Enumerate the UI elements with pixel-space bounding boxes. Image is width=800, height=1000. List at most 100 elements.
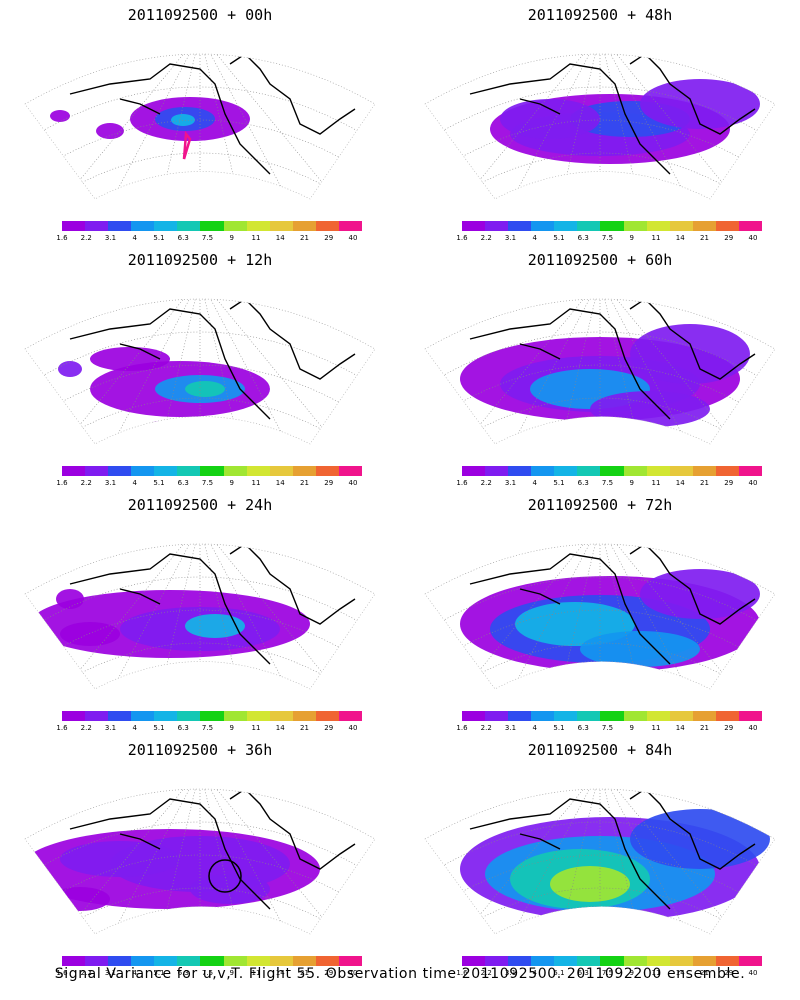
map-boundary (24, 53, 376, 200)
meridian-line (199, 299, 241, 444)
colorbar-swatch (715, 711, 739, 721)
colorbar-label: 11 (651, 234, 661, 242)
variance-contour (60, 622, 120, 646)
colorbar-labels: 1.6 2.2 3.1 4 5.1 6.3 7.5 9 11 14 21 29 40 (50, 724, 370, 734)
colorbar-label: 5.1 (553, 969, 565, 977)
colorbar-swatch (269, 711, 293, 721)
meridian-line (59, 299, 201, 444)
colorbar-swatch (292, 956, 316, 966)
colorbar-label: 14 (275, 479, 285, 487)
meridian-line (599, 299, 741, 444)
colorbar-label: 2.2 (80, 234, 92, 242)
forecast-panel: 2011092500 + 84h 1.6 2.2 3.1 4 5.1 6.3 7.5 9 11 14… (400, 735, 800, 980)
colorbar-label: 14 (675, 969, 685, 977)
colorbar-swatch (577, 956, 601, 966)
colorbar-swatch (315, 466, 339, 476)
colorbar-label: 9 (229, 724, 234, 732)
map-boundary (424, 298, 776, 445)
colorbar-swatch (692, 711, 716, 721)
colorbar-label: 7.5 (201, 479, 214, 487)
meridian-line (559, 299, 601, 444)
polar-map (24, 298, 376, 445)
meridian-line (599, 544, 691, 689)
colorbar-label: 1.6 (56, 969, 68, 977)
colorbar-label: 7.5 (601, 479, 614, 487)
latitude-line (48, 364, 352, 410)
coastline (69, 544, 356, 665)
forecast-panel: 2011092500 + 12h 1.6 2.2 3.1 4 5.1 6.3 7.5 9 11 14… (0, 245, 400, 490)
colorbar-label: 2.2 (480, 234, 492, 242)
colorbar-swatch (154, 221, 178, 231)
colorbar-swatch (85, 466, 109, 476)
colorbar-swatch (62, 466, 86, 476)
latitude-line (448, 364, 752, 410)
colorbar-swatch (646, 711, 670, 721)
colorbar-label: 4 (532, 969, 537, 977)
colorbar-swatch (62, 956, 86, 966)
variance-contour (500, 99, 600, 139)
meridian-line (599, 299, 691, 444)
colorbar-swatch (623, 711, 647, 721)
colorbar-label: 40 (348, 969, 358, 977)
colorbar-swatch (154, 711, 178, 721)
colorbar-label: 11 (651, 479, 661, 487)
colorbar-label: 11 (251, 969, 261, 977)
colorbar-label: 11 (251, 234, 261, 242)
colorbar-swatch (315, 711, 339, 721)
meridian-line (599, 54, 691, 199)
colorbar-swatch (108, 466, 132, 476)
colorbar-label: 6.3 (577, 724, 589, 732)
coastline (469, 54, 756, 175)
colorbar-label: 14 (675, 234, 685, 242)
colorbar-swatch (715, 956, 739, 966)
colorbar-labels: 1.6 2.2 3.1 4 5.1 6.3 7.5 9 11 14 21 29 40 (450, 969, 770, 979)
polar-map (24, 53, 376, 200)
meridian-line (199, 544, 341, 689)
latitude-line (460, 152, 740, 195)
colorbar-swatch (462, 466, 486, 476)
polar-map (24, 543, 376, 690)
colorbar-label: 2.2 (480, 479, 492, 487)
colorbar-swatch (554, 711, 578, 721)
figure-caption: Signal Variance for u,v,T. Flight 55. Ob… (54, 966, 746, 982)
colorbar-label: 3.1 (504, 234, 517, 242)
colorbar-swatch (177, 956, 201, 966)
latitude-line (436, 821, 764, 870)
colorbar (62, 466, 363, 476)
map-boundary (24, 788, 376, 935)
meridian-line (459, 299, 601, 444)
colorbar-labels: 1.6 2.2 3.1 4 5.1 6.3 7.5 9 11 14 21 29 40 (50, 479, 370, 489)
colorbar-label: 5.1 (553, 479, 565, 487)
latitude-line (36, 86, 364, 135)
colorbar-label: 7.5 (201, 724, 214, 732)
colorbar-swatch (269, 221, 293, 231)
meridian-line (599, 54, 741, 199)
meridian-line (199, 54, 341, 199)
colorbar-label: 29 (724, 234, 734, 242)
map-boundary (424, 788, 776, 935)
coastline (69, 54, 356, 175)
colorbar-swatch (246, 221, 270, 231)
coastline (69, 299, 356, 420)
colorbar-label: 1.6 (56, 724, 68, 732)
polar-map (424, 788, 776, 935)
meridian-line (599, 544, 741, 689)
colorbar-label: 21 (300, 234, 309, 242)
forecast-panel: 2011092500 + 24h 1.6 2.2 3.1 4 5.1 6.3 7.5 9 11 14… (0, 490, 400, 735)
colorbar-swatch (292, 711, 316, 721)
colorbar-label: 5.1 (153, 724, 165, 732)
colorbar-label: 3.1 (104, 724, 117, 732)
colorbar-label: 1.6 (56, 234, 68, 242)
colorbar-swatch (108, 221, 132, 231)
latitude-line (60, 887, 340, 930)
colorbar-swatch (692, 221, 716, 231)
colorbar-swatch (623, 221, 647, 231)
panel-title: 2011092500 + 84h (527, 741, 673, 759)
colorbar-swatch (531, 956, 555, 966)
variance-contour (640, 569, 760, 619)
meridian-line (159, 299, 201, 444)
colorbar-swatch (223, 711, 247, 721)
colorbar-label: 6.3 (577, 479, 589, 487)
colorbar-labels: 1.6 2.2 3.1 4 5.1 6.3 7.5 9 11 14 21 29 40 (50, 969, 370, 979)
colorbar-swatch (646, 956, 670, 966)
